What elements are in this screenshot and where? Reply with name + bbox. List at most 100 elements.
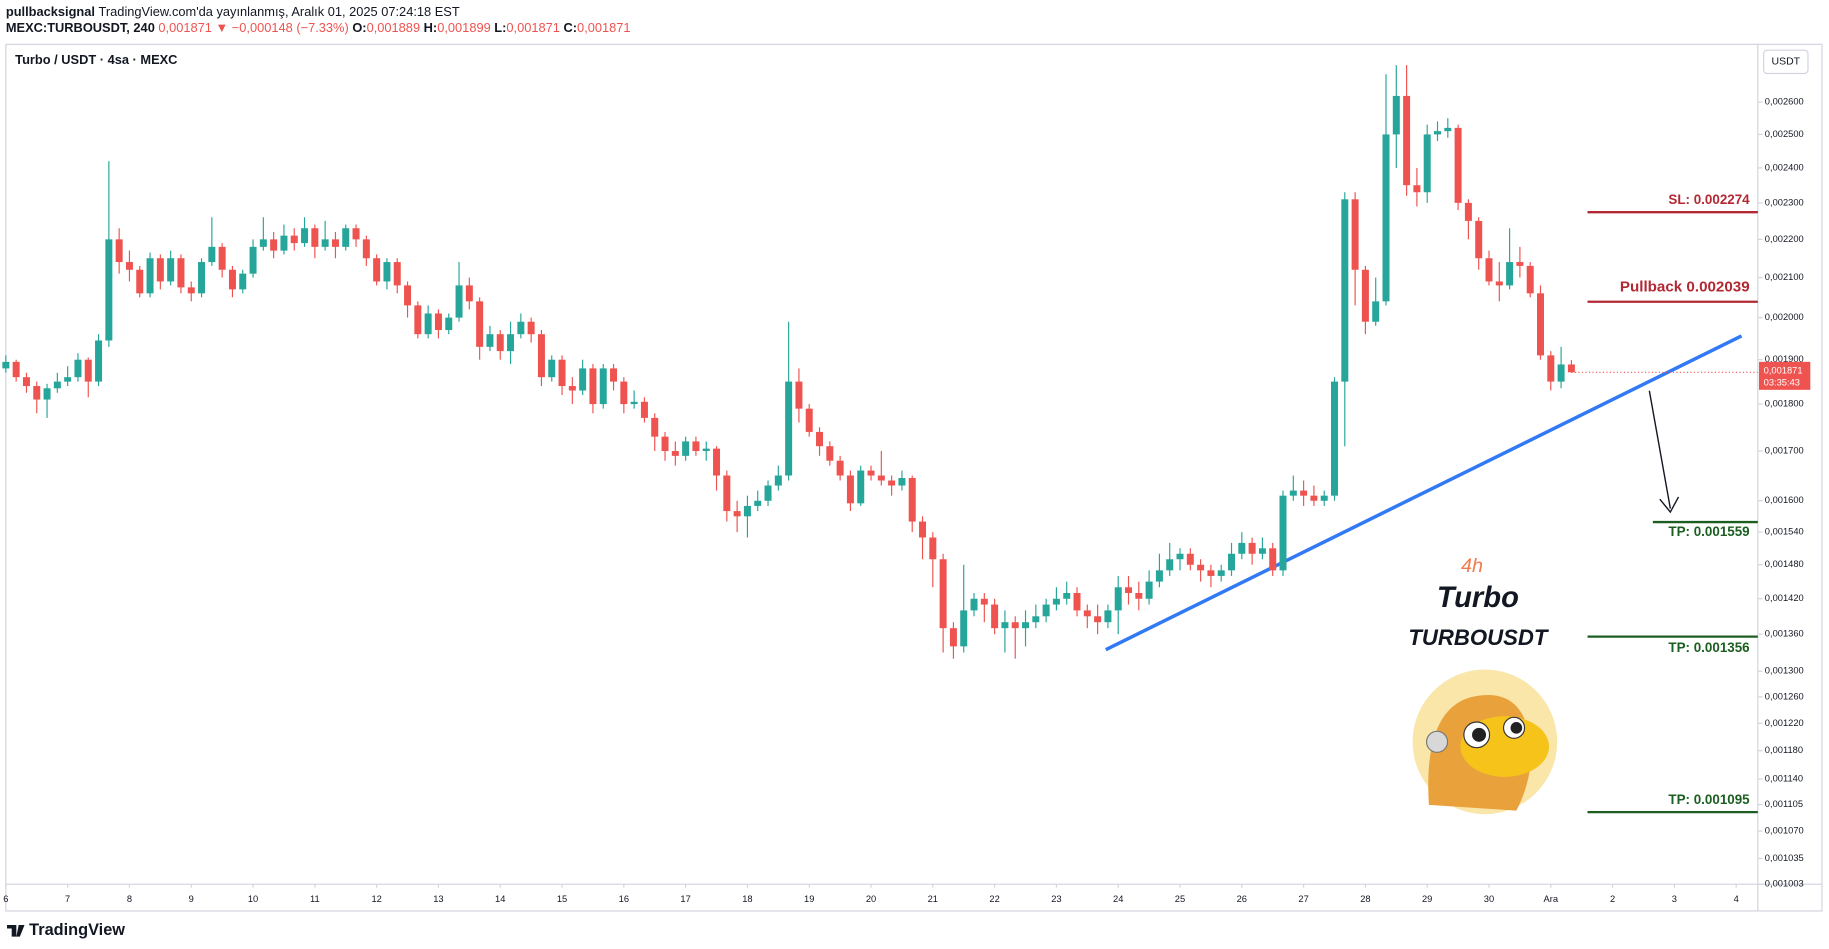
candle-body	[1310, 495, 1318, 501]
x-tick-label: 12	[371, 894, 381, 904]
candle-body	[785, 381, 793, 476]
candle-body	[53, 381, 61, 389]
x-tick-label: 11	[310, 894, 320, 904]
candle-body	[898, 478, 906, 486]
x-tick-label: 6	[3, 894, 8, 904]
y-tick-label: 0,001070	[1765, 826, 1804, 836]
candle-body	[476, 301, 484, 347]
candle-body	[1011, 622, 1019, 629]
candle-body	[455, 285, 463, 318]
candle-body	[218, 246, 226, 270]
x-tick-label: 9	[189, 894, 194, 904]
candle-body	[1073, 592, 1081, 611]
arrow-head	[1659, 496, 1680, 514]
y-tick-label: 0,002600	[1765, 97, 1804, 107]
candle-body	[43, 388, 51, 400]
candle-body	[568, 386, 576, 391]
candle-body	[517, 321, 525, 335]
published: TradingView.com'da yayınlanmış, Aralık 0…	[99, 4, 460, 19]
y-tick-label: 0,001260	[1765, 691, 1804, 701]
candle-body	[939, 559, 947, 629]
candle-body	[836, 460, 844, 476]
candle-body	[1567, 364, 1575, 373]
candle-body	[198, 262, 206, 294]
candle-body	[136, 269, 144, 294]
candle-body	[1351, 199, 1359, 270]
brand: TradingView	[29, 921, 125, 939]
candle-body	[1485, 258, 1493, 282]
candle-body	[846, 475, 854, 504]
x-tick-label: 28	[1360, 894, 1370, 904]
candle-body	[156, 258, 164, 282]
candle-body	[929, 537, 937, 560]
candle-body	[373, 258, 381, 282]
candle-body	[331, 239, 339, 247]
y-tick-label: 0,001220	[1765, 718, 1804, 728]
candle-body	[1475, 220, 1483, 259]
candle-body	[548, 359, 556, 378]
y-tick-label: 0,002400	[1765, 162, 1804, 172]
candle-body	[1537, 293, 1544, 356]
y-tick-label: 0,001360	[1765, 629, 1804, 639]
candles	[2, 65, 1575, 659]
y-tick-label: 0,001140	[1765, 774, 1803, 784]
candle-body	[507, 334, 515, 352]
candle-body	[1155, 570, 1163, 582]
x-tick-label: 29	[1422, 894, 1432, 904]
candle-body	[1104, 610, 1112, 623]
x-tick-label: 15	[557, 894, 567, 904]
candle-body	[115, 239, 123, 263]
open: 0,001889	[367, 21, 421, 36]
candle-body	[1557, 364, 1565, 382]
candle-body	[1001, 622, 1009, 629]
candle-body	[259, 239, 267, 247]
candle-body	[383, 262, 391, 282]
level-label: TP: 0.001095	[1668, 792, 1750, 807]
candle-body	[301, 228, 309, 244]
x-tick-label: 3	[1672, 894, 1677, 904]
candle-body	[1269, 548, 1277, 571]
x-tick-label: 4	[1734, 894, 1739, 904]
candle-body	[1495, 281, 1503, 286]
emblem-ear	[1425, 730, 1449, 753]
x-tick-label: 16	[619, 894, 629, 904]
candle-body	[228, 269, 236, 290]
emblem-pupil	[1510, 722, 1523, 734]
level-label: Pullback 0.002039	[1620, 279, 1750, 296]
candle-body	[280, 235, 288, 251]
x-tick-label: 26	[1237, 894, 1247, 904]
y-tick-label: 0,002500	[1765, 129, 1804, 139]
y-tick-label: 0,002200	[1765, 234, 1804, 244]
candle-body	[33, 386, 41, 400]
candle-body	[795, 381, 803, 409]
h-label: H:	[424, 21, 438, 36]
candle-body	[290, 235, 298, 244]
candle-body	[1022, 622, 1030, 629]
candle-body	[1331, 381, 1339, 496]
candle-body	[723, 475, 731, 512]
y-tick-label: 0,001540	[1765, 527, 1804, 537]
candle-body	[1238, 542, 1246, 554]
candle-body	[867, 470, 875, 476]
y-tick-label: 0,001700	[1765, 445, 1804, 455]
candle-body	[486, 334, 494, 347]
candle-body	[651, 417, 659, 437]
candle-body	[362, 239, 370, 259]
candle-body	[805, 408, 813, 432]
level-label: TP: 0.001356	[1668, 640, 1749, 655]
candle-body	[888, 480, 896, 486]
x-tick-label: 30	[1484, 894, 1494, 904]
chart-title: Turbo / USDT · 4sa · MEXC	[15, 52, 177, 67]
candle-body	[2, 361, 10, 369]
candle-body	[1464, 202, 1472, 221]
y-tick-label: 0,002100	[1765, 272, 1804, 282]
x-tick-label: 8	[127, 894, 132, 904]
candle-body	[1403, 95, 1411, 186]
candle-body	[671, 451, 679, 456]
currency-box[interactable]	[1763, 49, 1809, 75]
candle-body	[352, 228, 360, 240]
y-tick-label: 0,001800	[1765, 399, 1804, 409]
candle-body	[1145, 581, 1153, 599]
countdown: 03:35:43	[1764, 377, 1800, 387]
